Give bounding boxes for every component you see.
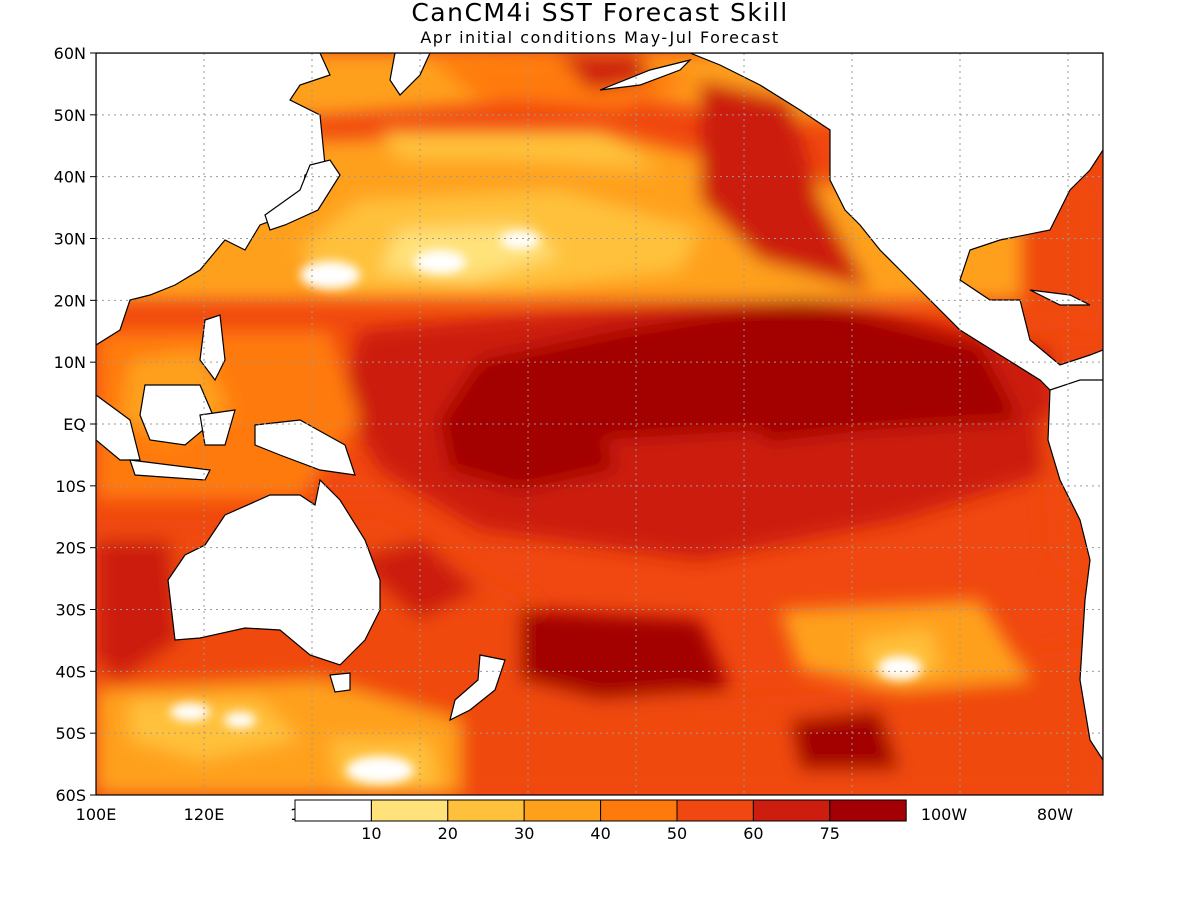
- colorbar: 10 20 30 40 50 60 75: [294, 799, 907, 843]
- lon-label: 100E: [76, 805, 117, 824]
- colorbar-swatch: [676, 799, 754, 822]
- lat-label: 50N: [54, 106, 86, 125]
- map-subtitle: Apr initial conditions May-Jul Forecast: [420, 28, 780, 47]
- lon-label: 120E: [184, 805, 225, 824]
- lon-label: 100W: [921, 805, 968, 824]
- lon-label: 80W: [1037, 805, 1073, 824]
- colorbar-swatch: [447, 799, 525, 822]
- colorbar-swatch: [370, 799, 449, 822]
- lat-label: 10N: [54, 353, 86, 372]
- skill-field: [96, 53, 1103, 795]
- longitude-axis: 100E120E1100W80W: [76, 805, 1074, 824]
- graticule: [96, 53, 1103, 795]
- lat-label: 20N: [54, 291, 86, 310]
- colorbar-label: 60: [743, 824, 763, 843]
- colorbar-label: 75: [820, 824, 840, 843]
- latitude-axis: 60N 50N 40N 30N 20N 10N EQ 10S 20S 30S 40S 50S 60S: [54, 44, 96, 805]
- colorbar-swatch: [829, 799, 907, 822]
- colorbar-label: 40: [590, 824, 610, 843]
- colorbar-swatch: [752, 799, 831, 822]
- lat-label: 30N: [54, 230, 86, 249]
- colorbar-swatch: [294, 799, 372, 822]
- map-title: CanCM4i SST Forecast Skill: [411, 0, 789, 27]
- colorbar-swatch: [523, 799, 602, 822]
- lat-label: 40S: [55, 662, 86, 681]
- lat-label: EQ: [63, 415, 86, 434]
- lat-label: 60S: [55, 786, 86, 805]
- colorbar-label: 50: [667, 824, 687, 843]
- lat-label: 20S: [55, 539, 86, 558]
- colorbar-swatch: [600, 799, 678, 822]
- colorbar-label: 30: [514, 824, 534, 843]
- lat-label: 40N: [54, 168, 86, 187]
- land: [96, 53, 1103, 762]
- lat-label: 30S: [55, 601, 86, 620]
- lat-label: 10S: [55, 477, 86, 496]
- colorbar-label: 10: [361, 824, 381, 843]
- lat-label: 50S: [55, 724, 86, 743]
- colorbar-label: 20: [438, 824, 458, 843]
- lat-label: 60N: [54, 44, 86, 63]
